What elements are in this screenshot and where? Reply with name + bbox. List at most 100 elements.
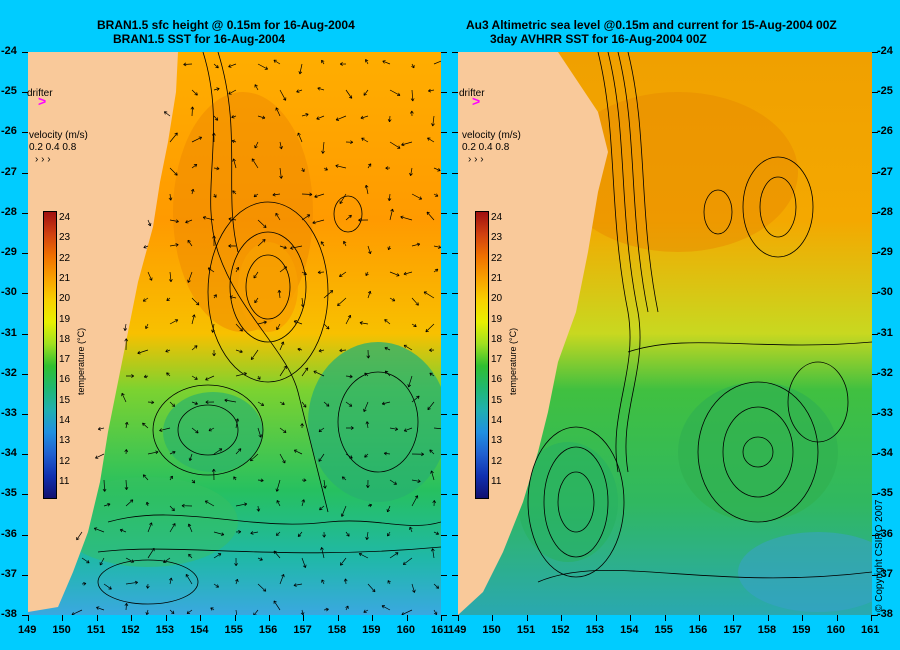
current-arrow <box>386 505 391 513</box>
current-arrow <box>345 426 354 430</box>
current-arrow <box>125 499 134 507</box>
lat-tick <box>441 92 447 94</box>
current-arrow <box>301 557 307 568</box>
colorbar-label: 11 <box>59 475 70 487</box>
current-arrow <box>389 479 397 485</box>
colorbar-label: 18 <box>491 333 503 345</box>
lon-tick <box>733 615 735 621</box>
current-arrow <box>279 427 287 433</box>
lat-tick <box>22 172 28 174</box>
current-arrow <box>212 132 216 143</box>
current-arrow <box>142 297 149 302</box>
current-arrow <box>367 245 372 255</box>
current-arrow <box>187 239 193 247</box>
current-arrow <box>323 323 330 330</box>
current-arrow <box>279 453 286 464</box>
current-arrow <box>367 503 373 508</box>
current-arrow <box>276 500 281 507</box>
current-arrow <box>433 245 441 249</box>
lon-tick <box>526 615 528 621</box>
lat-label: -37 <box>877 567 893 580</box>
current-arrow <box>191 163 198 169</box>
current-arrow <box>147 522 153 533</box>
current-arrow <box>409 167 413 177</box>
left-colorbar-title: temperature (°C) <box>76 327 86 395</box>
current-arrow <box>403 427 413 432</box>
current-arrow <box>411 323 417 328</box>
current-arrow <box>367 163 372 169</box>
current-arrow <box>145 583 150 589</box>
lat-tick <box>452 373 458 375</box>
current-arrow <box>235 372 247 377</box>
left-title-line1: BRAN1.5 sfc height @ 0.15m for 16-Aug-20… <box>97 18 355 32</box>
current-arrow <box>254 141 259 149</box>
current-arrow <box>387 193 392 202</box>
current-arrow <box>169 401 176 407</box>
lon-label: 156 <box>688 624 708 636</box>
current-arrow <box>301 192 313 197</box>
lon-label: 155 <box>654 624 673 636</box>
current-arrow <box>411 242 421 247</box>
colorbar-label: 21 <box>491 272 503 284</box>
lat-label: -31 <box>877 326 893 339</box>
current-arrow <box>96 606 105 611</box>
lon-label: 154 <box>190 624 209 636</box>
current-arrow <box>169 505 175 512</box>
lon-tick <box>871 615 872 621</box>
current-arrow <box>71 609 83 615</box>
current-arrow <box>314 193 325 199</box>
current-arrow <box>103 583 112 590</box>
lat-tick <box>441 615 447 616</box>
lat-tick <box>22 92 28 94</box>
current-arrow <box>257 478 264 483</box>
lat-label: -31 <box>1 326 17 339</box>
lat-tick <box>22 615 28 616</box>
current-arrow <box>235 502 248 507</box>
colorbar-label: 18 <box>59 333 71 345</box>
right-map-panel[interactable] <box>458 52 872 615</box>
current-arrow <box>383 451 391 456</box>
lat-tick <box>452 534 458 536</box>
colorbar-label: 20 <box>59 293 71 305</box>
current-arrow <box>381 401 391 406</box>
current-arrow <box>213 166 220 171</box>
lat-label: -28 <box>877 205 893 218</box>
current-arrow <box>163 111 171 117</box>
lat-tick <box>441 293 447 295</box>
current-arrow <box>143 374 149 379</box>
current-arrow <box>403 271 413 276</box>
lat-label: -29 <box>1 246 17 259</box>
current-arrow <box>365 271 369 276</box>
current-arrow <box>320 547 325 559</box>
current-arrow <box>191 345 198 351</box>
current-arrow <box>433 427 441 430</box>
current-arrow <box>345 214 352 221</box>
colorbar-label: 24 <box>59 212 71 223</box>
current-arrow <box>169 167 178 176</box>
current-arrow <box>165 349 171 353</box>
lat-label: -32 <box>877 366 893 379</box>
current-arrow <box>411 583 416 593</box>
current-arrow <box>400 215 413 221</box>
current-arrow <box>382 60 391 65</box>
current-arrow <box>125 374 135 378</box>
current-arrow <box>411 495 419 507</box>
current-arrow <box>433 268 439 273</box>
current-arrow <box>185 573 193 585</box>
current-arrow <box>273 550 281 559</box>
lat-tick <box>441 574 447 576</box>
current-arrow <box>213 583 219 588</box>
lat-tick <box>441 494 447 496</box>
current-arrow <box>275 107 281 117</box>
current-arrow <box>249 453 259 462</box>
current-arrow <box>97 426 105 431</box>
current-arrow <box>301 367 309 377</box>
current-arrow <box>339 348 347 353</box>
current-arrow <box>125 580 138 585</box>
current-arrow <box>321 579 325 585</box>
lat-tick <box>872 574 878 576</box>
current-arrow <box>191 427 199 434</box>
left-velocity-arrows: › › › <box>35 154 51 165</box>
lat-label: -36 <box>1 527 17 540</box>
left-map-panel[interactable] <box>28 52 441 615</box>
